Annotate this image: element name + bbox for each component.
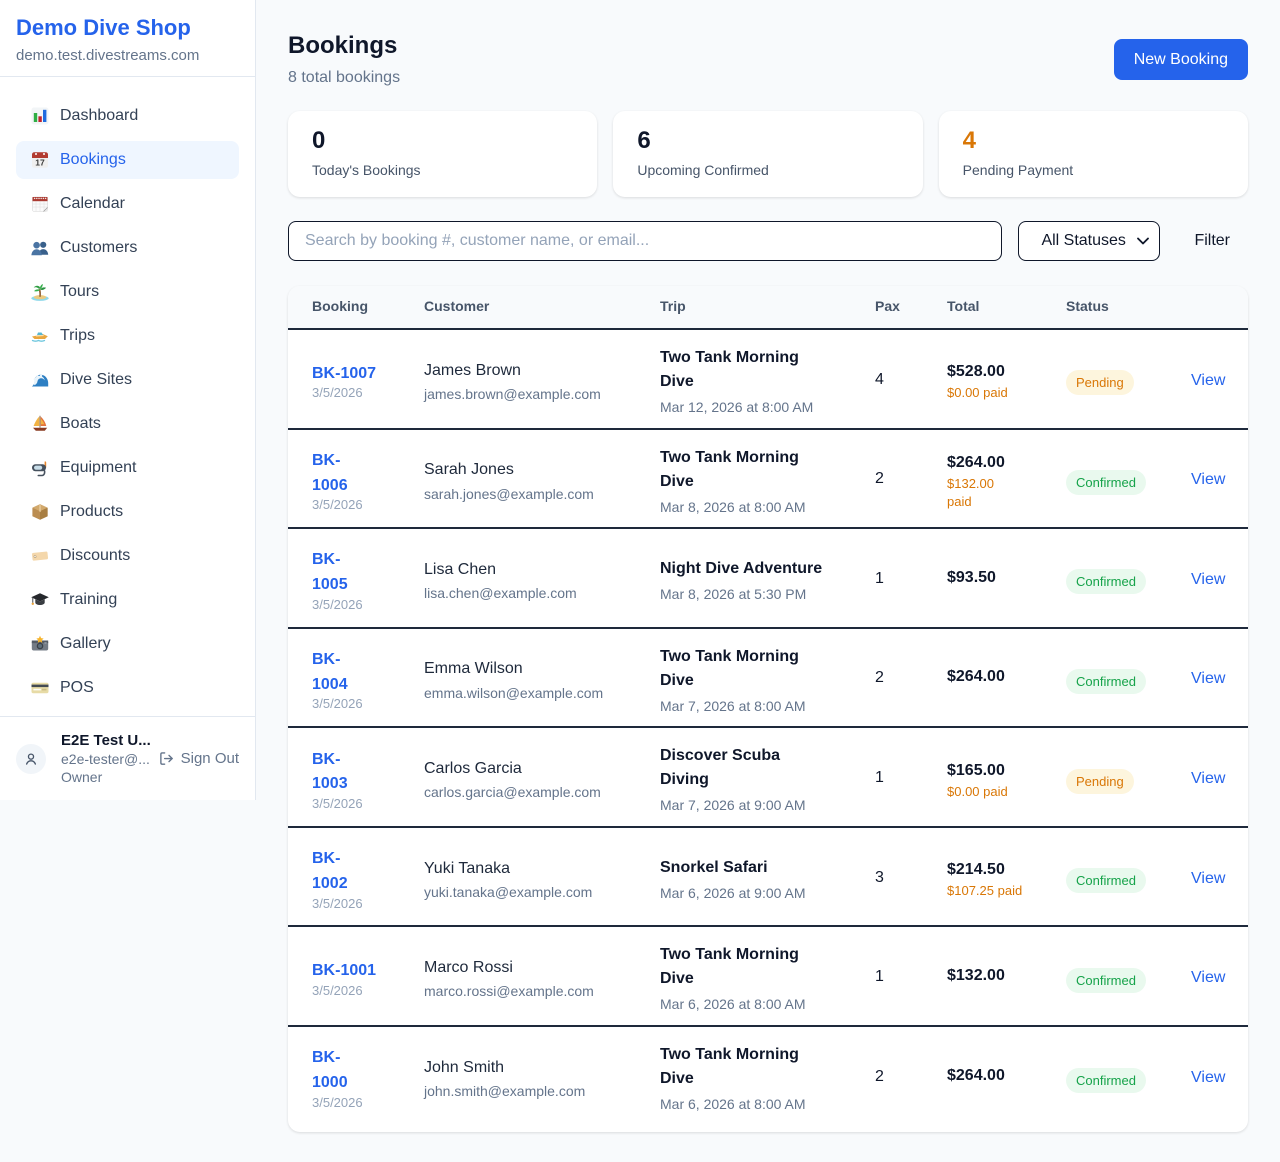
- svg-text:17: 17: [35, 158, 45, 168]
